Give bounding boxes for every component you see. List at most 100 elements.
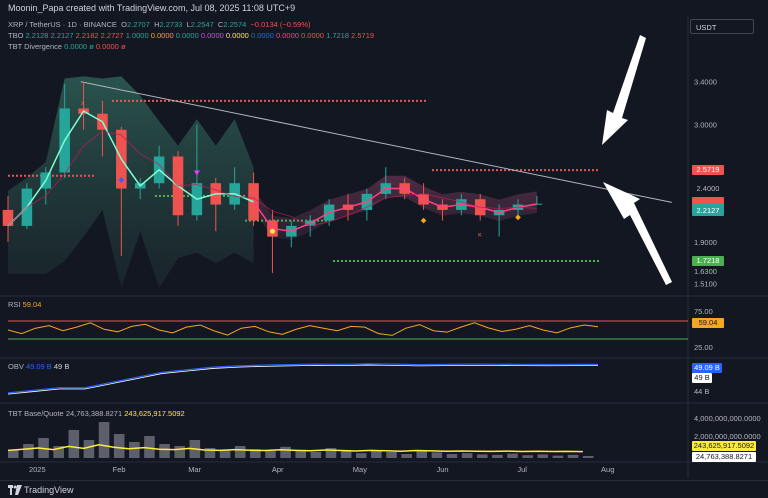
obv-pane bbox=[7, 363, 599, 395]
candle-body bbox=[2, 209, 14, 226]
tbt-volume-bar bbox=[98, 422, 110, 458]
tbt-tag-1: 243,625,917.5092 bbox=[692, 441, 756, 451]
signal-diamond-marker bbox=[420, 217, 427, 224]
candle-body bbox=[59, 108, 70, 173]
rsi-line bbox=[7, 322, 599, 336]
symbol-name[interactable]: XRP / TetherUS · 1D · BINANCE bbox=[8, 20, 117, 29]
tbo-name[interactable]: TBO bbox=[8, 31, 24, 40]
price-tag: 2.2127 bbox=[692, 205, 724, 216]
tbt-volume-bar bbox=[567, 454, 579, 458]
tbo-legend: TBO 2.2128 2.2127 2.2182 2.2727 1.0000 0… bbox=[8, 31, 375, 40]
tbt-volume-bar bbox=[325, 448, 337, 458]
obv-axis-label: 44 B bbox=[694, 387, 710, 396]
candle bbox=[153, 145, 165, 189]
tbt-value-2: 243,625,917.5092 bbox=[124, 409, 185, 418]
candle-body bbox=[116, 129, 127, 189]
currency-selector[interactable]: USDT bbox=[690, 19, 754, 34]
price-axis-tick: 1.5100 bbox=[694, 280, 717, 289]
candle-body bbox=[304, 220, 316, 226]
candle bbox=[361, 188, 373, 221]
rsi-value: 59.04 bbox=[22, 300, 42, 309]
change-value: −0.0134 (−0.59%) bbox=[250, 20, 311, 29]
tbt-volume-bar bbox=[371, 450, 382, 458]
fast-ma-line-bear bbox=[252, 187, 538, 233]
time-axis-label: Jul bbox=[517, 465, 527, 474]
tbt-volume-bar bbox=[431, 452, 443, 458]
tbt-volume-bar bbox=[68, 430, 80, 458]
time-axis: 2025 Feb Mar Apr May Jun Jul Aug bbox=[29, 465, 614, 474]
tbt-volume-bar bbox=[204, 448, 216, 458]
chart-header: Moonin_Papa created with TradingView.com… bbox=[0, 0, 768, 17]
candle bbox=[59, 83, 70, 178]
candle-body bbox=[21, 188, 33, 226]
candle-body bbox=[456, 199, 467, 210]
tbt-volume-bar bbox=[416, 450, 428, 458]
signal-triangle-marker bbox=[193, 170, 200, 176]
price-axis-tick: 1.9000 bbox=[694, 238, 717, 247]
tbt-volume-bar bbox=[159, 444, 170, 458]
tradingview-logo-icon bbox=[8, 485, 22, 495]
obv-tag-2: 49 B bbox=[692, 373, 712, 383]
candle-body bbox=[286, 225, 297, 237]
candle bbox=[267, 209, 278, 273]
slow-ma-line bbox=[7, 130, 537, 227]
open-value: 2.2707 bbox=[126, 20, 150, 29]
candle-body bbox=[399, 183, 410, 194]
signal-x-marker: × bbox=[364, 201, 369, 210]
tbt-axis-label-1: 4,000,000,000.0000 bbox=[694, 414, 761, 423]
candle-body bbox=[191, 183, 203, 216]
candle-body bbox=[229, 183, 240, 205]
candle bbox=[418, 183, 429, 210]
tbt-volume-bar bbox=[386, 452, 397, 458]
obv-ma-line bbox=[7, 364, 599, 395]
candle-body bbox=[512, 204, 524, 210]
obv-line bbox=[7, 363, 599, 394]
candle bbox=[493, 204, 505, 237]
tbt-volume-bar bbox=[280, 446, 291, 458]
footer: TradingView bbox=[0, 480, 768, 498]
obv-value-2: 49 B bbox=[53, 362, 70, 371]
candle-body bbox=[153, 156, 165, 184]
tbt-volume-bar bbox=[446, 454, 458, 458]
candle-body bbox=[210, 183, 222, 205]
tbt-volume-bar bbox=[23, 444, 34, 458]
candle bbox=[229, 167, 240, 210]
obv-tag-1: 49.09 B bbox=[692, 363, 722, 373]
tbt-volume-bar bbox=[219, 450, 231, 458]
obv-label[interactable]: OBV bbox=[8, 362, 24, 371]
tbt-volume-bar bbox=[537, 454, 549, 458]
arrow-up-icon bbox=[603, 182, 672, 285]
candle-body bbox=[134, 183, 146, 189]
candle bbox=[172, 151, 184, 226]
tbt-line bbox=[7, 444, 583, 453]
green-cloud bbox=[8, 76, 254, 288]
tbt-volume-bar bbox=[265, 450, 276, 458]
tbt-volume-bar bbox=[552, 455, 564, 458]
time-axis-label: Feb bbox=[113, 465, 126, 474]
tradingview-brand: TradingView bbox=[24, 485, 74, 495]
candle bbox=[210, 177, 222, 232]
candle bbox=[456, 193, 467, 216]
rsi-legend: RSI 59.04 bbox=[8, 300, 41, 309]
candle bbox=[304, 215, 316, 237]
divergence-legend: TBT Divergence 0.0000 ø 0.0000 ø bbox=[8, 42, 126, 51]
tbt-volume-bar bbox=[522, 455, 533, 458]
time-axis-label: Jun bbox=[436, 465, 448, 474]
tbt-label[interactable]: TBT Base/Quote bbox=[8, 409, 64, 418]
divergence-name[interactable]: TBT Divergence bbox=[8, 42, 63, 51]
candle bbox=[399, 177, 410, 200]
tbt-volume-bar bbox=[113, 434, 125, 458]
tbt-volume-bar bbox=[8, 450, 19, 458]
time-axis-label: Apr bbox=[272, 465, 284, 474]
candle bbox=[286, 220, 297, 248]
candle-body bbox=[248, 183, 259, 221]
price-tag: 2.5719 bbox=[692, 165, 724, 176]
rsi-label[interactable]: RSI bbox=[8, 300, 21, 309]
candle-body bbox=[474, 199, 486, 216]
candle bbox=[21, 183, 33, 230]
pink-cloud bbox=[253, 175, 537, 240]
candle bbox=[97, 100, 108, 157]
tbt-volume-bar bbox=[234, 446, 246, 458]
tbt-value-1: 24,763,388.8271 bbox=[65, 409, 123, 418]
